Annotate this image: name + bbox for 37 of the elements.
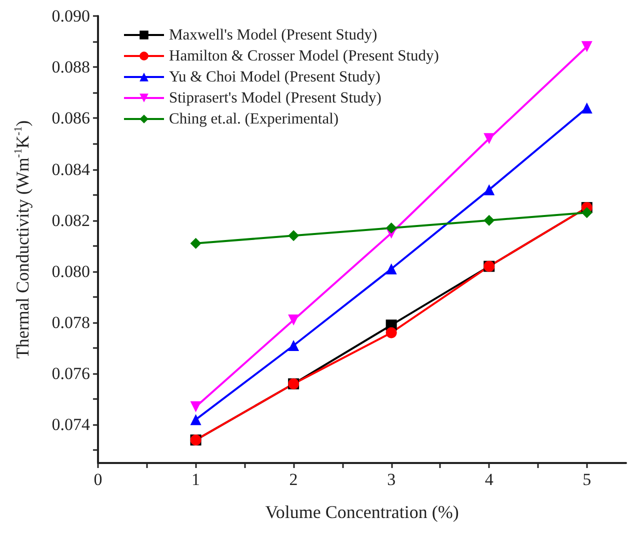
point bbox=[288, 230, 300, 242]
point bbox=[386, 327, 397, 338]
point bbox=[190, 414, 202, 426]
y-tick-label: 0.080 bbox=[52, 262, 90, 281]
y-axis-title: Thermal Conductivity (Wm-1K-1) bbox=[12, 120, 32, 359]
legend-label: Ching et.al. (Experimental) bbox=[169, 110, 339, 128]
point bbox=[386, 222, 397, 234]
point bbox=[288, 314, 300, 326]
y-tick-label: 0.078 bbox=[52, 313, 90, 332]
x-tick-label: 1 bbox=[192, 470, 200, 489]
legend-label: Yu & Choi Model (Present Study) bbox=[169, 68, 380, 86]
y-tick-label: 0.088 bbox=[52, 58, 90, 77]
point bbox=[484, 214, 495, 226]
legend-label: Maxwell's Model (Present Study) bbox=[169, 26, 378, 44]
point bbox=[386, 263, 397, 274]
x-tick-label: 0 bbox=[94, 470, 102, 489]
point bbox=[190, 238, 202, 249]
y-tick-label: 0.090 bbox=[52, 6, 90, 26]
x-tick-label: 5 bbox=[582, 470, 592, 489]
y-tick-label: 0.074 bbox=[52, 415, 90, 434]
point bbox=[581, 207, 592, 218]
legend-label: Hamilton & Crosser Model (Present Study) bbox=[169, 48, 439, 64]
x-tick-label: 4 bbox=[484, 470, 494, 489]
point bbox=[484, 133, 495, 144]
point bbox=[581, 41, 592, 52]
point bbox=[288, 340, 300, 352]
x-tick-label: 2 bbox=[289, 470, 298, 489]
y-tick-label: 0.084 bbox=[52, 160, 90, 179]
x-axis-title: Volume Concentration (%) bbox=[265, 502, 459, 522]
y-tick-label: 0.076 bbox=[52, 364, 90, 384]
y-tick-label: 0.082 bbox=[52, 210, 90, 230]
x-tick-label: 3 bbox=[387, 470, 396, 489]
point bbox=[190, 401, 202, 412]
point bbox=[484, 184, 495, 196]
y-tick-label: 0.086 bbox=[52, 108, 90, 128]
point bbox=[581, 102, 592, 114]
legend-label: Stiprasert's Model (Present Study) bbox=[169, 90, 382, 106]
